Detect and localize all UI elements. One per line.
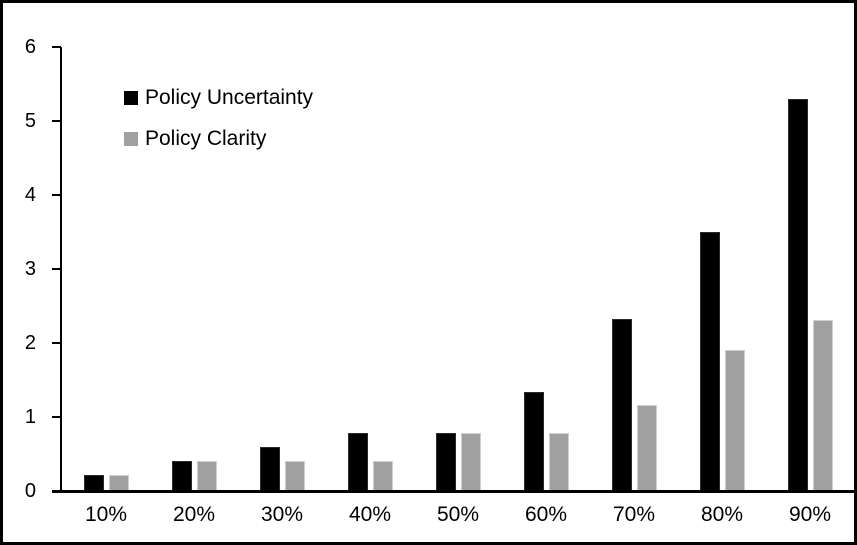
y-axis-line	[60, 47, 62, 493]
bar-group-30%	[238, 47, 326, 490]
bar-policy-clarity-70%	[636, 405, 657, 490]
x-axis-label-40%: 40%	[348, 503, 392, 526]
y-tick	[52, 490, 61, 492]
bar-group-20%	[150, 47, 238, 490]
x-axis-labels: 10% 20% 30% 40% 50% 60% 70% 80% 90%	[62, 503, 854, 527]
bar-group-10%	[62, 47, 150, 490]
y-tick-label: 5	[24, 110, 36, 132]
legend-label: Policy Uncertainty	[145, 86, 314, 109]
legend-item: Policy Clarity	[124, 128, 313, 150]
bar-policy-uncertainty-10%	[83, 475, 104, 490]
bar-policy-uncertainty-50%	[435, 433, 456, 490]
bar-group-90%	[766, 47, 854, 490]
bar-policy-clarity-50%	[460, 433, 481, 490]
x-axis-label-80%: 80%	[700, 503, 744, 526]
bar-policy-clarity-20%	[196, 461, 217, 490]
bar-policy-clarity-30%	[284, 461, 305, 490]
bar-policy-uncertainty-90%	[787, 98, 808, 490]
x-axis-label-10%: 10%	[84, 503, 128, 526]
y-tick-label: 4	[24, 184, 36, 206]
legend-swatch-icon	[124, 91, 138, 105]
bar-group-40%	[326, 47, 414, 490]
x-axis-label-50%: 50%	[436, 503, 480, 526]
bar-group-60%	[502, 47, 590, 490]
bar-policy-uncertainty-80%	[699, 231, 720, 490]
y-tick	[52, 342, 61, 344]
y-tick-label: 3	[24, 258, 36, 280]
x-axis-label-70%: 70%	[612, 503, 656, 526]
y-tick-label: 2	[24, 332, 36, 354]
bar-policy-clarity-10%	[108, 475, 129, 490]
legend-label: Policy Clarity	[145, 127, 267, 150]
x-axis-label-60%: 60%	[524, 503, 568, 526]
y-tick	[52, 194, 61, 196]
legend-swatch-icon	[124, 132, 138, 146]
bar-group-50%	[414, 47, 502, 490]
y-tick-label: 6	[24, 36, 36, 58]
y-tick-label: 0	[24, 480, 36, 502]
bar-policy-clarity-80%	[724, 349, 745, 490]
bar-policy-uncertainty-20%	[171, 461, 192, 490]
legend: Policy Uncertainty Policy Clarity	[124, 87, 313, 169]
bar-policy-uncertainty-70%	[611, 319, 632, 490]
x-axis-label-20%: 20%	[172, 503, 216, 526]
y-tick	[52, 268, 61, 270]
y-tick	[52, 46, 61, 48]
legend-item: Policy Uncertainty	[124, 87, 313, 109]
y-tick	[52, 416, 61, 418]
x-axis-label-90%: 90%	[788, 503, 832, 526]
bar-policy-uncertainty-40%	[347, 433, 368, 490]
x-axis-line	[52, 490, 854, 493]
y-tick	[52, 120, 61, 122]
y-tick-label: 1	[24, 406, 36, 428]
bar-policy-uncertainty-60%	[523, 391, 544, 490]
bar-group-80%	[678, 47, 766, 490]
bar-policy-clarity-60%	[548, 433, 569, 490]
bar-policy-clarity-40%	[372, 461, 393, 490]
plot-area	[62, 47, 854, 490]
x-axis-label-30%: 30%	[260, 503, 304, 526]
bar-policy-clarity-90%	[812, 320, 833, 490]
bar-group-70%	[590, 47, 678, 490]
bar-policy-uncertainty-30%	[259, 447, 280, 490]
